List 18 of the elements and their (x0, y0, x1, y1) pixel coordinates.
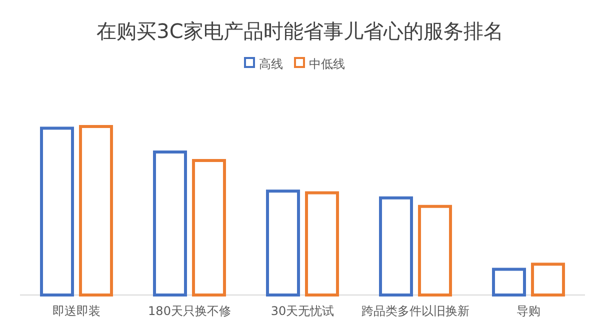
bar (305, 191, 339, 296)
x-tick-label: 180天只换不修 (148, 304, 231, 318)
bar (153, 150, 187, 296)
x-tick-label: 跨品类多件以旧换新 (362, 304, 470, 318)
x-tick-label: 30天无忧试 (270, 304, 334, 318)
bar (266, 190, 300, 296)
bar (531, 262, 565, 296)
bar (492, 268, 526, 296)
bar (379, 196, 413, 296)
x-tick-label: 导购 (516, 304, 540, 318)
bar (79, 125, 113, 296)
bar (418, 204, 452, 296)
bar (40, 126, 74, 296)
x-tick-label: 即送即装 (52, 304, 100, 318)
bar (192, 159, 226, 296)
legend-label: 高线 (259, 57, 283, 71)
legend-label: 中低线 (309, 57, 345, 71)
chart-title: 在购买3C家电产品时能省事儿省心的服务排名 (96, 19, 504, 43)
